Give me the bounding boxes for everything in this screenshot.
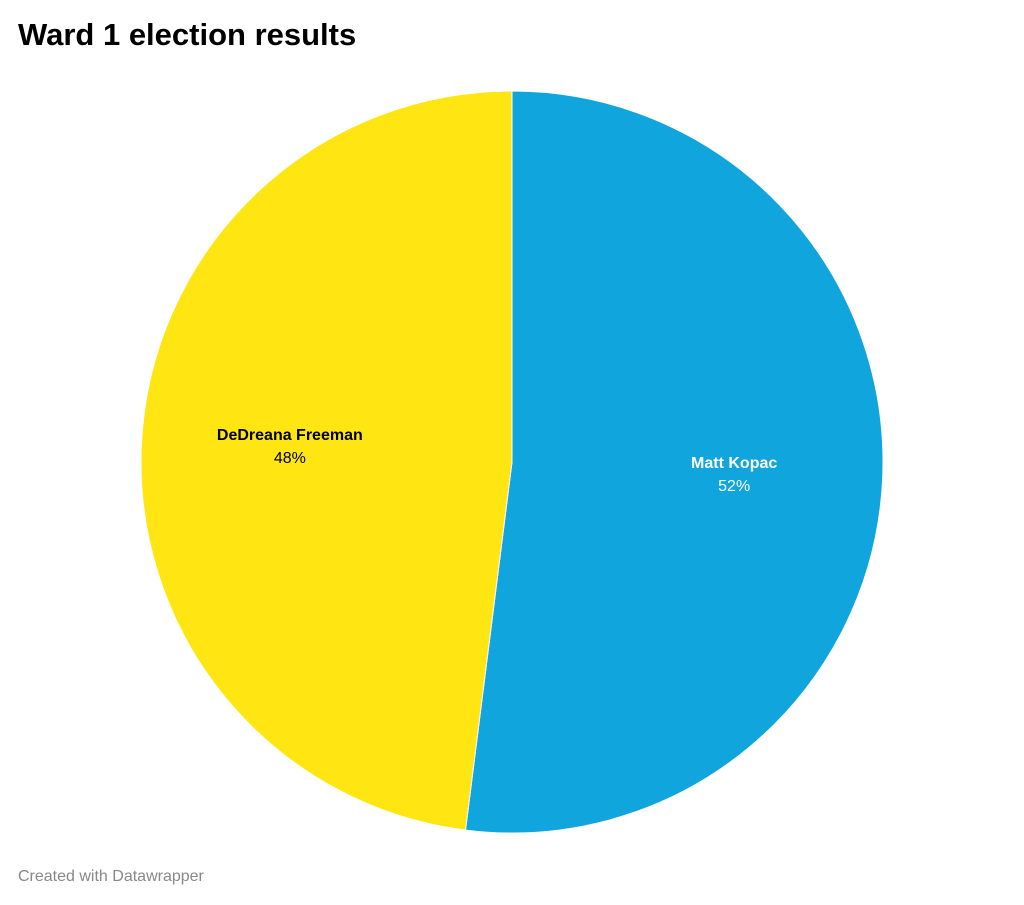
pie-slice — [140, 90, 513, 831]
pie-slice — [464, 90, 884, 834]
chart-title: Ward 1 election results — [18, 17, 356, 52]
slice-label: DeDreana Freeman — [217, 427, 363, 444]
credit: Created with Datawrapper — [18, 868, 205, 885]
slice-value-label: 48% — [274, 450, 306, 467]
slice-label: Matt Kopac — [691, 455, 777, 472]
slice-value-label: 52% — [718, 478, 750, 495]
